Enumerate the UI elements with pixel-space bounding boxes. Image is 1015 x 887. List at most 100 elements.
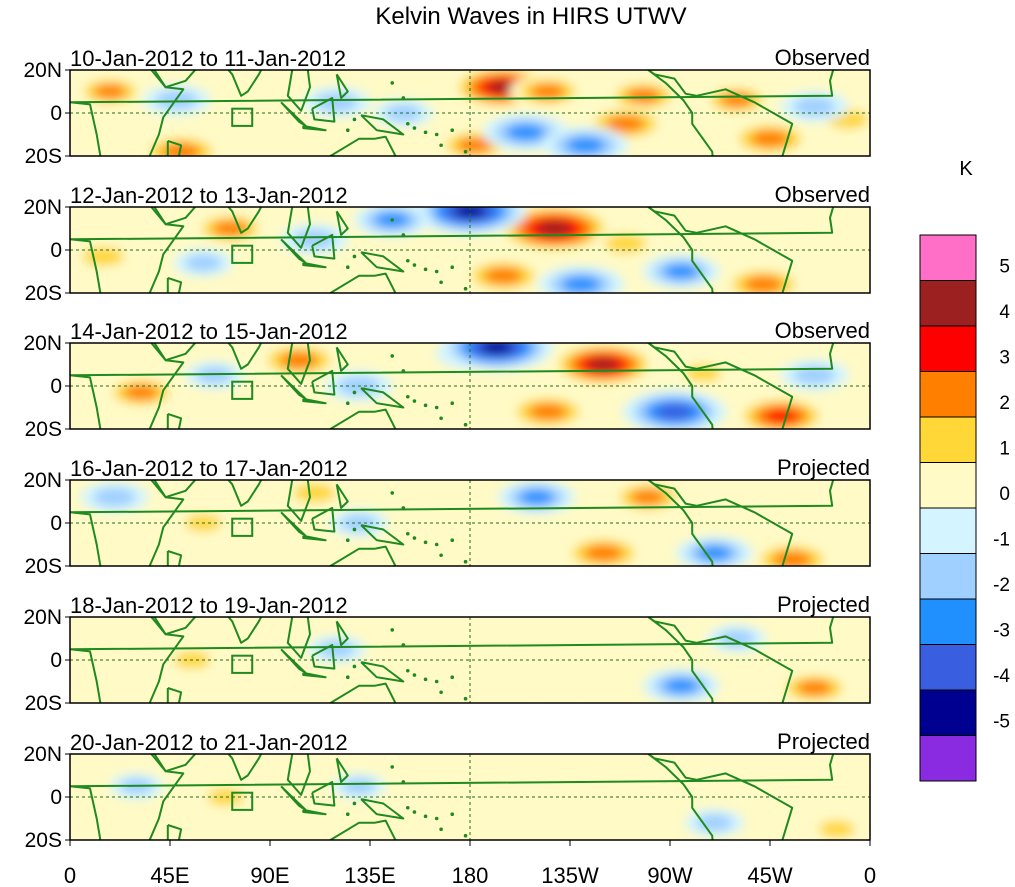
anomaly-blob: [293, 229, 336, 249]
panel-status-label: Observed: [775, 45, 870, 70]
continent-outlines: [70, 754, 835, 840]
island: [412, 399, 417, 403]
anomaly-blob: [664, 263, 699, 280]
coastline: [302, 534, 327, 542]
colorbar-label: 4: [999, 302, 1010, 323]
panel-date-range: 12-Jan-2012 to 13-Jan-2012: [70, 183, 348, 208]
island: [405, 394, 410, 399]
coastline: [286, 617, 311, 659]
anomaly-blob: [587, 358, 619, 371]
coastline: [360, 387, 405, 409]
anomaly-blob: [626, 88, 661, 104]
coastline: [280, 374, 307, 400]
anomaly-blob: [93, 487, 136, 507]
anomaly-blob: [533, 774, 584, 799]
coastline: [280, 785, 307, 811]
coastline: [302, 671, 327, 679]
continent-outlines: [70, 480, 835, 566]
lat-tick-label: 20S: [25, 418, 62, 441]
colorbar-label: -1: [993, 530, 1010, 551]
coastline: [227, 617, 263, 644]
coastline: [70, 343, 835, 429]
anomaly-blob: [664, 678, 699, 694]
panel-3: 20N 0 20S 14-Jan-2012 to 15-Jan-2012 Observe…: [23, 318, 871, 441]
island: [423, 814, 428, 819]
anomaly-blob: [764, 409, 798, 424]
island: [352, 254, 357, 259]
anomaly-blob: [385, 104, 422, 122]
lat-tick-label: 0: [50, 649, 62, 672]
anomaly-blob: [656, 404, 693, 420]
island: [463, 833, 468, 838]
island: [401, 233, 406, 237]
coastline: [70, 617, 835, 703]
island: [401, 96, 406, 100]
island: [450, 265, 455, 270]
island: [463, 286, 468, 291]
island: [401, 369, 406, 373]
coastline: [153, 480, 197, 499]
colorbar-swatch: [919, 462, 977, 509]
island: [352, 664, 357, 669]
colorbar-units: K: [959, 158, 973, 180]
island: [401, 643, 406, 647]
island: [450, 675, 455, 679]
coastline: [70, 754, 835, 840]
coastline: [70, 480, 835, 566]
island: [412, 810, 417, 814]
colorbar-label: 2: [999, 393, 1010, 414]
coastline: [335, 210, 349, 236]
anomaly-field: [102, 343, 849, 429]
anomaly-blob: [606, 115, 645, 133]
anomaly-blob: [528, 403, 567, 421]
coastline: [166, 139, 183, 156]
coastline: [311, 233, 336, 260]
coastline: [70, 70, 835, 156]
anomaly-blob: [457, 137, 492, 153]
colorbar-swatch: [919, 234, 977, 281]
colorbar-swatch: [919, 598, 977, 645]
coastline: [166, 687, 183, 703]
anomaly-blob: [744, 276, 783, 293]
island: [345, 401, 350, 406]
anomaly-blob: [124, 384, 159, 401]
coastline: [286, 207, 311, 249]
coastline: [311, 781, 336, 807]
panel-5: 20N 0 20S 18-Jan-2012 to 19-Jan-2012 Project…: [23, 592, 871, 715]
coastline: [280, 648, 307, 674]
colorbar-swatch: [919, 280, 977, 327]
coastline: [360, 114, 405, 136]
coastline: [166, 412, 183, 429]
island: [423, 540, 428, 545]
lat-tick-label: 0: [50, 239, 62, 262]
anomaly-blob: [530, 83, 565, 100]
colorbar-swatch: [919, 507, 977, 554]
longitude-axis: 0 45E 90E 135E 180 135W 90W 45W 0: [64, 840, 876, 887]
island: [390, 491, 395, 495]
anomaly-blob: [318, 640, 355, 658]
panel-date-range: 20-Jan-2012 to 21-Jan-2012: [70, 730, 348, 755]
coastline: [646, 480, 794, 566]
region-box: [231, 654, 254, 674]
panel-status-label: Projected: [777, 592, 870, 617]
coastline: [227, 70, 263, 97]
anomaly-blob: [342, 778, 376, 795]
island: [450, 401, 455, 406]
chart-title: Kelvin Waves in HIRS UTWV: [375, 3, 686, 30]
island: [401, 506, 406, 510]
anomaly-blob: [793, 97, 836, 117]
colorbar-swatch: [919, 689, 977, 736]
continent-outlines: [70, 343, 835, 429]
lon-tick-label: 0: [864, 863, 876, 887]
coastline: [646, 207, 794, 293]
lat-tick-label: 20N: [23, 606, 62, 629]
coastline: [328, 819, 397, 840]
anomaly-blob: [480, 343, 513, 354]
panel-stack: 20N 0 20S 10-Jan-2012 to 11-Jan-2012 Observe…: [23, 45, 871, 852]
coastline: [311, 644, 336, 670]
anomaly-blob: [697, 545, 732, 561]
coastline: [227, 754, 263, 781]
island: [405, 668, 410, 673]
coastline: [227, 343, 263, 370]
island: [352, 390, 357, 395]
